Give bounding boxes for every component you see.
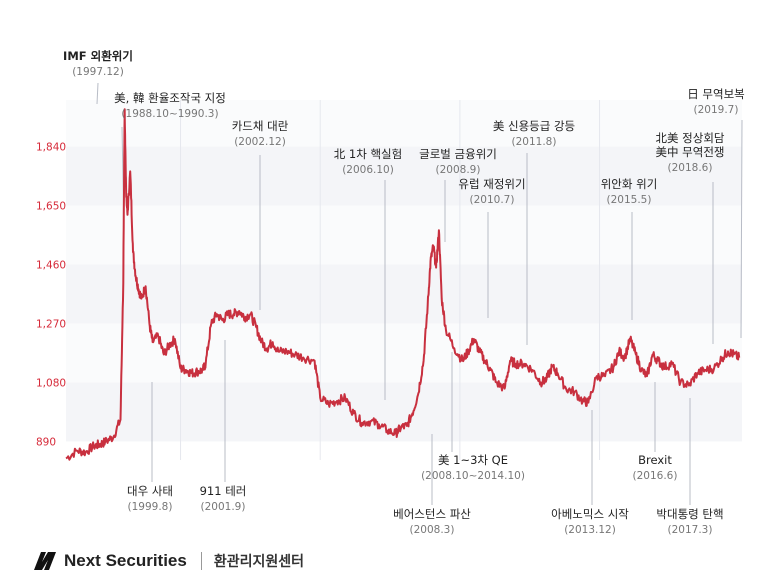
- y-tick-label: 1,270: [36, 318, 66, 330]
- annotations: IMF 외환위기 (1997.12) 美, 韓 환율조작국 지정 (1988.10~1…: [63, 49, 745, 536]
- annotation-label: 카드채 대란: [232, 119, 289, 133]
- divider: [200, 552, 202, 570]
- annotation-leader: [740, 119, 743, 339]
- brand-name: Next Securities: [64, 551, 187, 570]
- annotation-label: 글로벌 금융위기: [419, 147, 497, 161]
- annotation-date: (2001.9): [201, 501, 246, 513]
- annotation-label: 위안화 위기: [601, 177, 658, 191]
- annotation-date: (2017.3): [668, 524, 713, 536]
- annotation-label: 아베노믹스 시작: [551, 507, 629, 521]
- annotation-date: (2002.12): [234, 136, 286, 148]
- y-tick-label: 1,840: [36, 142, 66, 154]
- annotation-label: Brexit: [638, 453, 672, 467]
- annotation-date: (2006.10): [342, 164, 394, 176]
- band: [66, 100, 742, 147]
- band: [66, 205, 742, 265]
- annotation-date: (2019.7): [694, 104, 739, 116]
- annotation-date: (2016.6): [633, 470, 678, 482]
- annotation-date: (2008.10~2014.10): [421, 470, 525, 482]
- annotation-date: (2011.8): [512, 136, 557, 148]
- y-tick-label: 1,650: [36, 201, 66, 213]
- annotation-leader: [96, 82, 99, 105]
- next-securities-logo-icon: [34, 552, 56, 570]
- annotation-label: 日 무역보복: [687, 87, 744, 101]
- annotation-date: (2008.9): [436, 164, 481, 176]
- annotation-label: 대우 사태: [127, 484, 173, 498]
- annotation-label: IMF 외환위기: [63, 49, 133, 63]
- annotation-date: (1997.12): [72, 66, 124, 78]
- y-tick-label: 1,460: [36, 259, 66, 271]
- y-tick-label: 1,080: [36, 377, 66, 389]
- annotation-date: (1999.8): [128, 501, 173, 513]
- footer: Next Securities 환관리지원센터: [32, 548, 304, 574]
- annotation-date: (2008.3): [410, 524, 455, 536]
- annotation-label: 유럽 재정위기: [458, 177, 525, 191]
- center-name: 환관리지원센터: [213, 554, 305, 570]
- y-tick-labels: 890 1,080 1,270 1,460 1,650 1,840: [36, 142, 66, 449]
- annotation-date: (1988.10~1990.3): [121, 108, 218, 120]
- annotation-label: 美 신용등급 강등: [493, 119, 575, 133]
- annotation-label: 美 1~3차 QE: [438, 453, 508, 467]
- band: [66, 146, 742, 206]
- band: [66, 382, 742, 442]
- annotation-date: (2018.6): [668, 162, 713, 174]
- annotation-label: 美, 韓 환율조작국 지정: [114, 91, 226, 105]
- vertical-gridlines: [180, 100, 601, 460]
- annotation-label: 北美 정상회담: [656, 131, 725, 145]
- annotation-date: (2010.7): [470, 194, 515, 206]
- annotation-leaders: [96, 82, 743, 505]
- exchange-rate-line: [65, 108, 741, 461]
- annotation-date: (2015.5): [607, 194, 652, 206]
- annotation-label: 베어스턴스 파산: [393, 507, 471, 521]
- annotation-label: 박대통령 탄핵: [656, 507, 723, 521]
- annotation-label: 北 1차 핵실험: [334, 147, 402, 161]
- annotation-date: (2013.12): [564, 524, 616, 536]
- annotation-label: 911 테러: [200, 484, 247, 498]
- band: [66, 323, 742, 383]
- y-tick-label: 890: [36, 436, 56, 448]
- band: [66, 264, 742, 324]
- background-bands: [66, 100, 742, 442]
- annotation-label: 美中 무역전쟁: [656, 145, 725, 159]
